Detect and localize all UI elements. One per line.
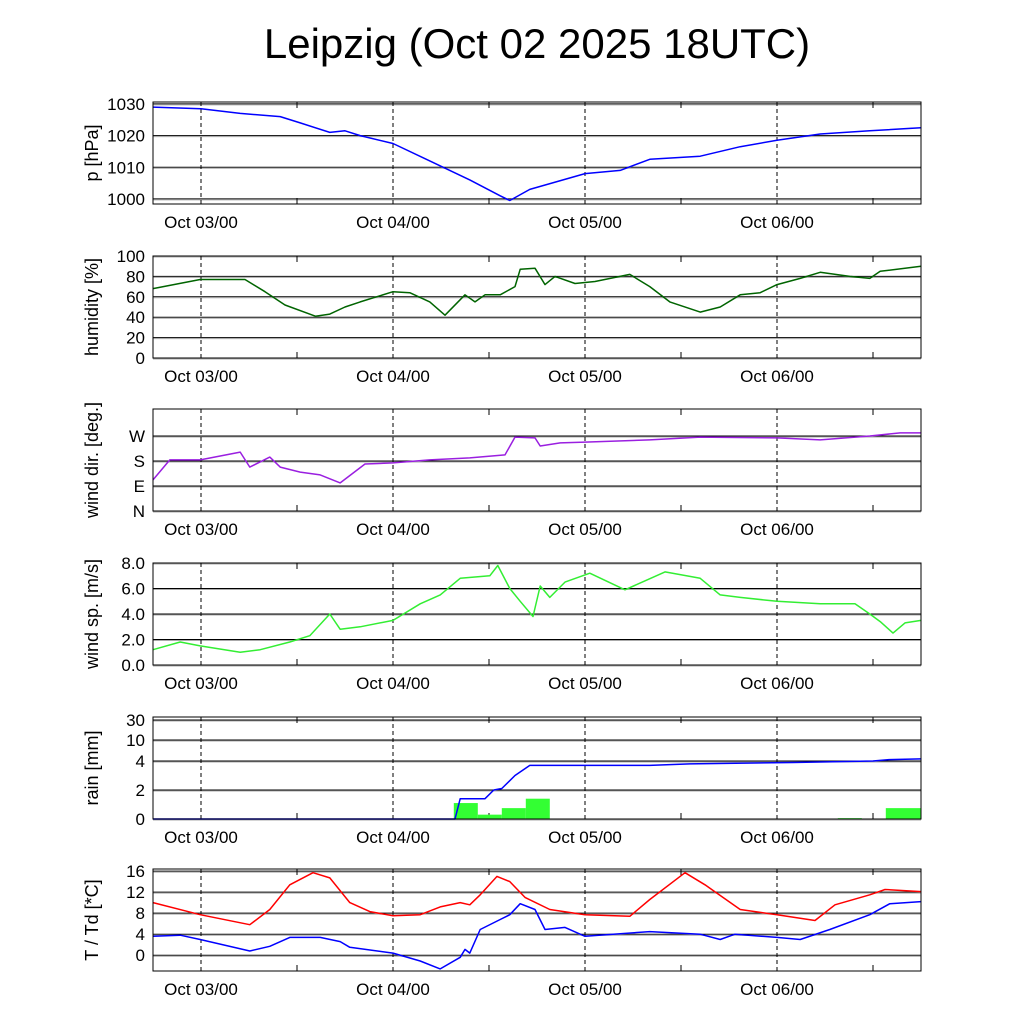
rain-bar bbox=[477, 814, 502, 819]
y-tick-label: 8.0 bbox=[121, 554, 145, 573]
chart-title: Leipzig (Oct 02 2025 18UTC) bbox=[263, 20, 811, 67]
y-tick-label: 0 bbox=[136, 810, 145, 829]
y-axis-label: wind sp. [m/s] bbox=[82, 559, 102, 670]
y-tick-label: E bbox=[134, 477, 145, 496]
x-tick-label: Oct 04/00 bbox=[356, 674, 430, 693]
x-tick-label: Oct 03/00 bbox=[164, 828, 238, 847]
rain-bar bbox=[885, 808, 921, 819]
plot-frame bbox=[152, 562, 922, 666]
x-tick-label: Oct 04/00 bbox=[356, 828, 430, 847]
y-axis-label: p [hPa] bbox=[82, 124, 102, 181]
series-line-t bbox=[152, 871, 922, 926]
y-tick-label: 4.0 bbox=[121, 605, 145, 624]
x-tick-label: Oct 05/00 bbox=[548, 520, 622, 539]
x-tick-label: Oct 03/00 bbox=[164, 520, 238, 539]
y-tick-label: 4 bbox=[136, 925, 145, 944]
x-tick-label: Oct 04/00 bbox=[356, 367, 430, 386]
y-tick-label: 20 bbox=[126, 329, 145, 348]
y-tick-label: 2 bbox=[136, 781, 145, 800]
y-tick-label: 4 bbox=[136, 752, 145, 771]
y-tick-label: 80 bbox=[126, 267, 145, 286]
x-tick-label: Oct 06/00 bbox=[740, 828, 814, 847]
plot-frame bbox=[152, 868, 922, 972]
y-tick-label: 2.0 bbox=[121, 631, 145, 650]
plot-frame bbox=[152, 716, 922, 820]
x-tick-label: Oct 03/00 bbox=[164, 367, 238, 386]
y-tick-label: W bbox=[129, 427, 145, 446]
x-tick-label: Oct 03/00 bbox=[164, 980, 238, 999]
y-tick-label: 1020 bbox=[107, 127, 145, 146]
x-tick-label: Oct 06/00 bbox=[740, 674, 814, 693]
y-tick-label: 30 bbox=[126, 711, 145, 730]
y-tick-label: S bbox=[134, 452, 145, 471]
panel-pressure: 1000 1010 1020 1030 Oct 03/00 Oct 04/00 Oct 05… bbox=[82, 95, 922, 232]
rain-bar bbox=[453, 803, 478, 819]
x-tick-label: Oct 05/00 bbox=[548, 980, 622, 999]
series-line-accumulated-rain bbox=[153, 758, 922, 820]
x-tick-label: Oct 06/00 bbox=[740, 367, 814, 386]
y-tick-label: 1000 bbox=[107, 190, 145, 209]
plot-frame bbox=[152, 408, 922, 512]
y-tick-label: 60 bbox=[126, 288, 145, 307]
series-line-wind-direction bbox=[152, 432, 921, 484]
y-tick-label: 100 bbox=[117, 247, 145, 266]
y-tick-label: 0 bbox=[136, 349, 145, 368]
y-tick-label: 1030 bbox=[107, 95, 145, 114]
x-tick-label: Oct 05/00 bbox=[548, 674, 622, 693]
series-line-td bbox=[152, 900, 922, 970]
y-axis-label: wind dir. [deg.] bbox=[82, 402, 102, 519]
x-tick-label: Oct 05/00 bbox=[548, 828, 622, 847]
y-tick-label: 0.0 bbox=[121, 656, 145, 675]
y-tick-label: 10 bbox=[126, 731, 145, 750]
y-axis-label: rain [mm] bbox=[82, 730, 102, 805]
y-tick-label: 16 bbox=[126, 862, 145, 881]
x-tick-label: Oct 05/00 bbox=[548, 367, 622, 386]
y-tick-label: 12 bbox=[126, 883, 145, 902]
x-tick-label: Oct 04/00 bbox=[356, 980, 430, 999]
panel-rain: 0 2 4 1030 Oct 03/00 Oct 04/00 Oct 05/00 Oct 06… bbox=[82, 711, 922, 847]
x-tick-label: Oct 04/00 bbox=[356, 213, 430, 232]
y-tick-label: N bbox=[133, 502, 145, 521]
y-tick-label: 0 bbox=[136, 946, 145, 965]
x-tick-label: Oct 03/00 bbox=[164, 674, 238, 693]
rain-bar bbox=[501, 808, 526, 819]
plot-frame bbox=[152, 101, 922, 205]
x-tick-label: Oct 05/00 bbox=[548, 213, 622, 232]
x-tick-label: Oct 06/00 bbox=[740, 520, 814, 539]
panel-wind_speed: 0.0 2.0 4.0 6.0 8.0 Oct 03/00 Oct 04/00 Oct 05/… bbox=[82, 554, 922, 693]
y-tick-label: 6.0 bbox=[121, 580, 145, 599]
y-axis-label: humidity [%] bbox=[82, 258, 102, 356]
series-line-wind-speed bbox=[152, 564, 922, 654]
plot-frame bbox=[152, 255, 922, 359]
series-line-pressure bbox=[152, 106, 922, 202]
x-tick-label: Oct 06/00 bbox=[740, 980, 814, 999]
x-tick-label: Oct 06/00 bbox=[740, 213, 814, 232]
x-tick-label: Oct 03/00 bbox=[164, 213, 238, 232]
panel-temperature: 0 4 8 12 16 Oct 03/00 Oct 04/00 Oct 05/00 Oct 06… bbox=[82, 862, 922, 999]
y-tick-label: 1010 bbox=[107, 158, 145, 177]
y-tick-label: 40 bbox=[126, 308, 145, 327]
rain-bar bbox=[525, 798, 550, 819]
y-axis-label: T / Td [*C] bbox=[82, 879, 102, 960]
y-tick-label: 8 bbox=[136, 904, 145, 923]
series-line-humidity bbox=[152, 265, 922, 317]
x-tick-label: Oct 04/00 bbox=[356, 520, 430, 539]
